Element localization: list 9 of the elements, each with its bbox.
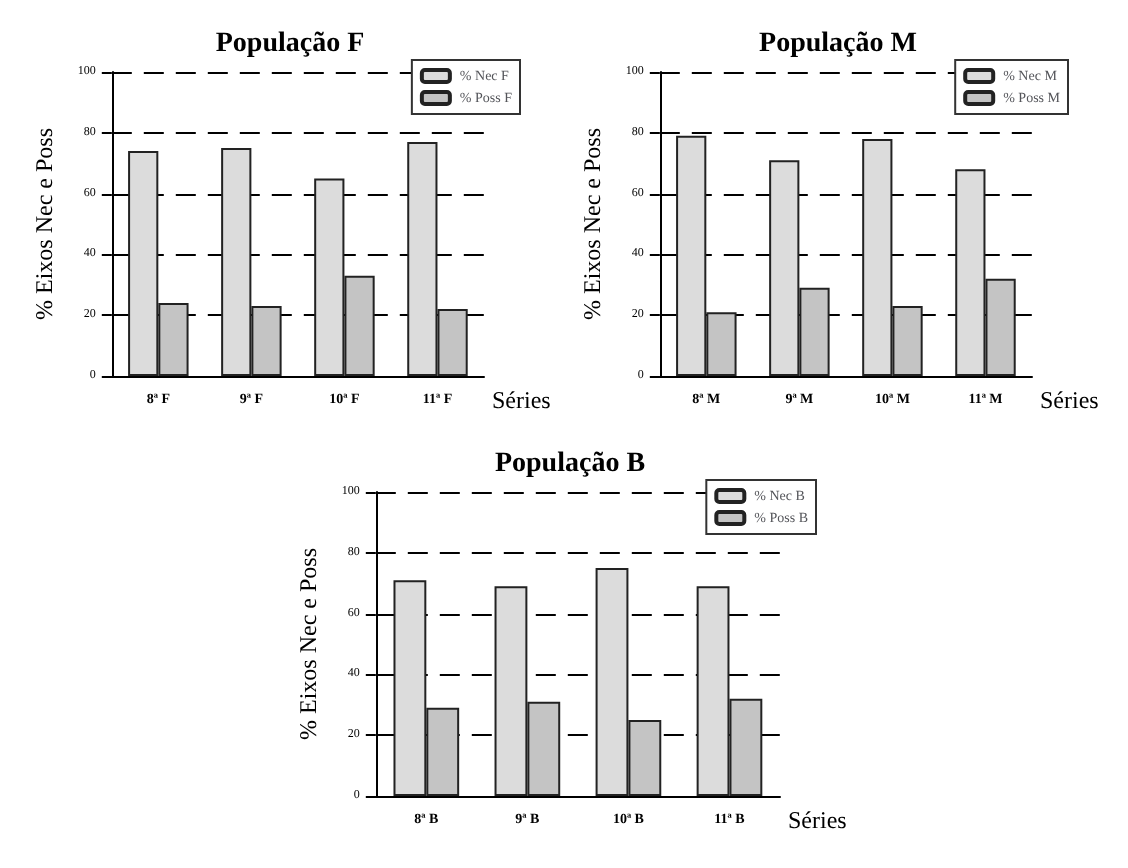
y-axis-title: % Eixos Nec e Poss [578,127,606,320]
chart-title: População B [494,449,646,479]
x-axis-title: Séries [1040,386,1100,414]
x-axis-title: Séries [492,386,552,414]
x-axis-title: Séries [788,806,848,834]
chart-title: População F [215,29,365,59]
y-axis-title: % Eixos Nec e Poss [30,127,58,320]
y-axis-title: % Eixos Nec e Poss [294,547,322,740]
chart-title: População M [759,29,917,59]
